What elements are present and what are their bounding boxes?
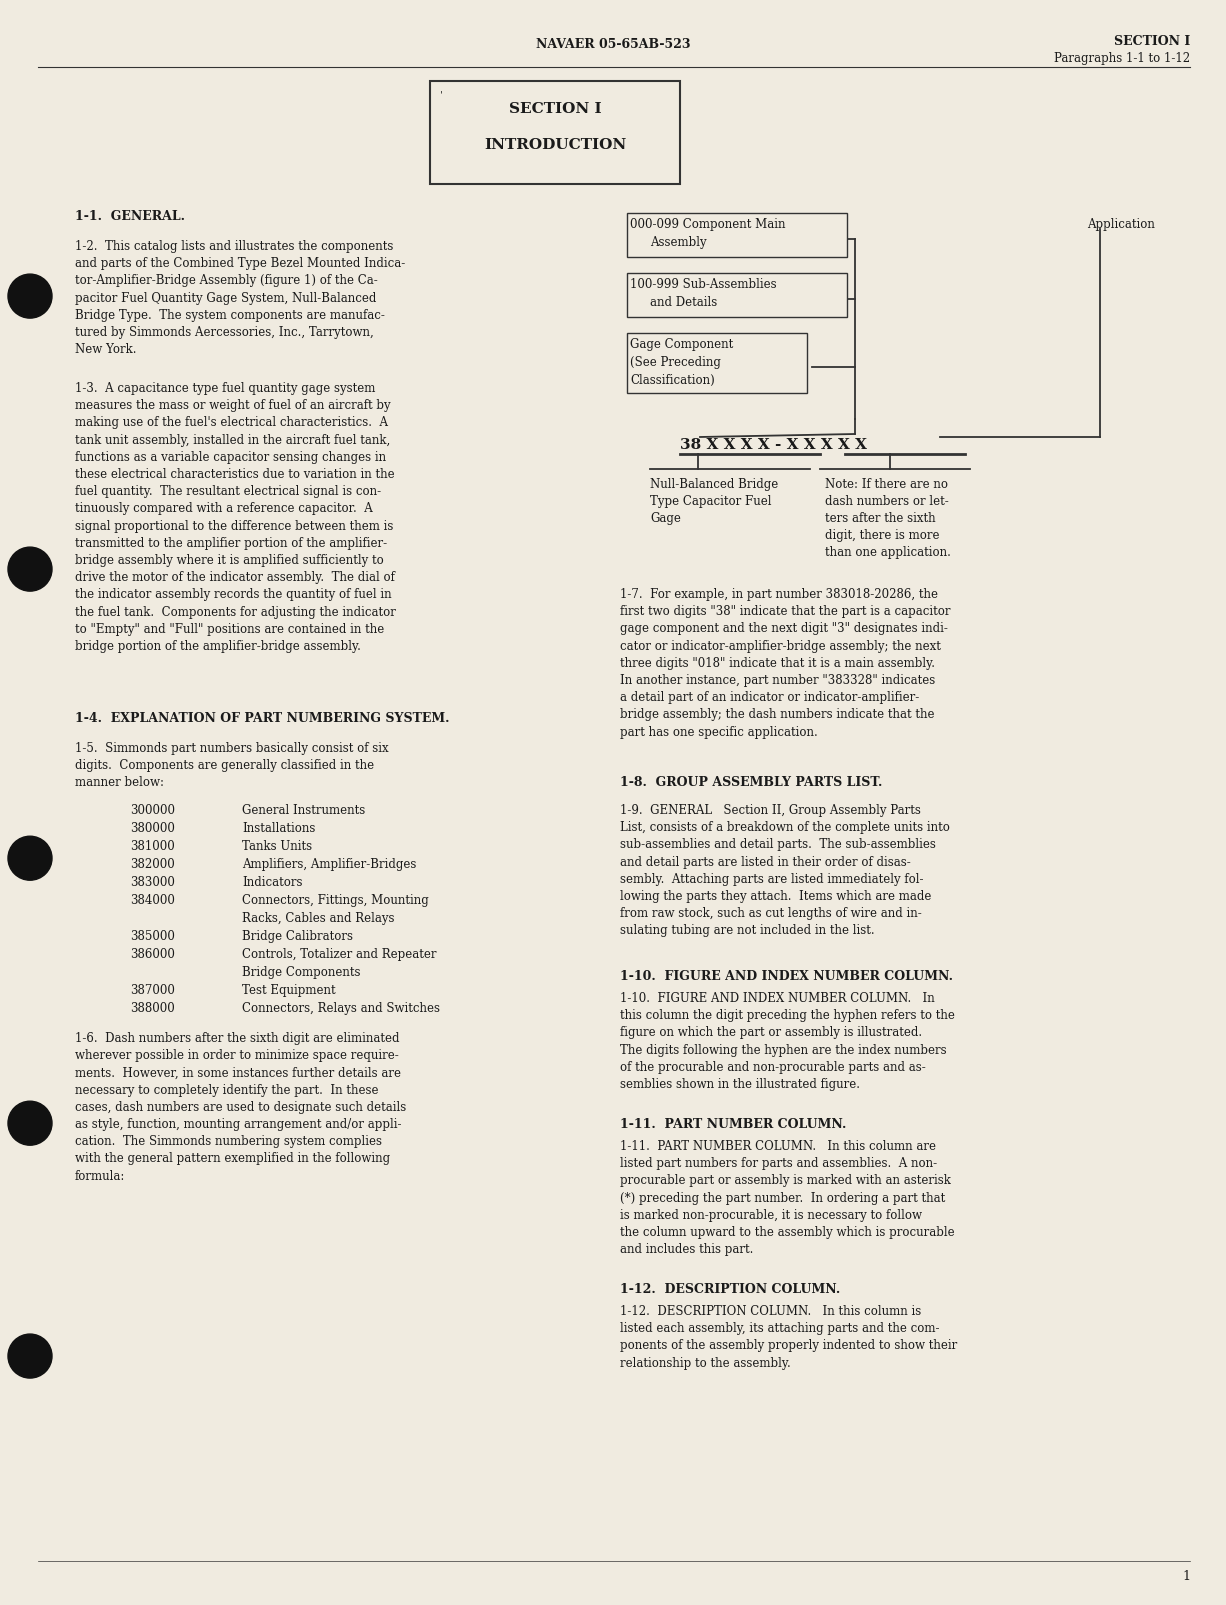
Text: 1-4.  EXPLANATION OF PART NUMBERING SYSTEM.: 1-4. EXPLANATION OF PART NUMBERING SYSTE…: [75, 711, 450, 724]
Circle shape: [9, 547, 51, 592]
Circle shape: [9, 1101, 51, 1146]
Text: 382000: 382000: [130, 857, 175, 870]
Text: 1-7.  For example, in part number 383018-20286, the
first two digits "38" indica: 1-7. For example, in part number 383018-…: [620, 587, 950, 738]
Text: SECTION I: SECTION I: [509, 103, 601, 116]
Text: 1-12.  DESCRIPTION COLUMN.   In this column is
listed each assembly, its attachi: 1-12. DESCRIPTION COLUMN. In this column…: [620, 1305, 958, 1369]
Text: General Instruments: General Instruments: [242, 804, 365, 817]
Text: Null-Balanced Bridge
Type Capacitor Fuel
Gage: Null-Balanced Bridge Type Capacitor Fuel…: [650, 478, 779, 525]
Text: 300000: 300000: [130, 804, 175, 817]
Text: 1-10.  FIGURE AND INDEX NUMBER COLUMN.   In
this column the digit preceding the : 1-10. FIGURE AND INDEX NUMBER COLUMN. In…: [620, 992, 955, 1090]
Bar: [626, 213, 847, 258]
Text: (See Preceding: (See Preceding: [630, 356, 721, 369]
Text: 386000: 386000: [130, 947, 175, 960]
Text: 1-12.  DESCRIPTION COLUMN.: 1-12. DESCRIPTION COLUMN.: [620, 1282, 840, 1295]
Text: Classification): Classification): [630, 374, 715, 387]
Text: 388000: 388000: [130, 1002, 175, 1014]
Text: Tanks Units: Tanks Units: [242, 839, 313, 852]
Text: Application: Application: [1087, 218, 1155, 231]
Text: 384000: 384000: [130, 894, 175, 907]
Text: 1-11.  PART NUMBER COLUMN.: 1-11. PART NUMBER COLUMN.: [620, 1117, 846, 1130]
Text: 000-099 Component Main: 000-099 Component Main: [630, 218, 786, 231]
Text: Connectors, Relays and Switches: Connectors, Relays and Switches: [242, 1002, 440, 1014]
Text: Controls, Totalizer and Repeater: Controls, Totalizer and Repeater: [242, 947, 436, 960]
Text: 100-999 Sub-Assemblies: 100-999 Sub-Assemblies: [630, 278, 776, 291]
Text: Gage Component: Gage Component: [630, 337, 733, 351]
Text: 38 X X X X - X X X X X: 38 X X X X - X X X X X: [680, 438, 867, 451]
Text: Amplifiers, Amplifier-Bridges: Amplifiers, Amplifier-Bridges: [242, 857, 417, 870]
Text: Indicators: Indicators: [242, 875, 303, 889]
Text: ': ': [440, 90, 443, 100]
Text: 1-3.  A capacitance type fuel quantity gage system
measures the mass or weight o: 1-3. A capacitance type fuel quantity ga…: [75, 382, 396, 653]
Text: 1-8.  GROUP ASSEMBLY PARTS LIST.: 1-8. GROUP ASSEMBLY PARTS LIST.: [620, 775, 883, 788]
Text: Installations: Installations: [242, 822, 315, 835]
Bar: [626, 334, 807, 393]
Text: 380000: 380000: [130, 822, 175, 835]
Text: 383000: 383000: [130, 875, 175, 889]
Text: 381000: 381000: [130, 839, 175, 852]
Text: and Details: and Details: [650, 295, 717, 308]
Text: 387000: 387000: [130, 984, 175, 997]
Text: SECTION I: SECTION I: [1113, 35, 1190, 48]
Text: 1-1.  GENERAL.: 1-1. GENERAL.: [75, 210, 185, 223]
Circle shape: [9, 836, 51, 881]
Bar: [626, 274, 847, 318]
Text: Assembly: Assembly: [650, 236, 706, 249]
Text: Connectors, Fittings, Mounting: Connectors, Fittings, Mounting: [242, 894, 429, 907]
Text: 1-11.  PART NUMBER COLUMN.   In this column are
listed part numbers for parts an: 1-11. PART NUMBER COLUMN. In this column…: [620, 1140, 955, 1255]
Circle shape: [9, 274, 51, 319]
Bar: [430, 82, 680, 185]
Text: 385000: 385000: [130, 929, 175, 942]
Text: 1-9.  GENERAL   Section II, Group Assembly Parts
List, consists of a breakdown o: 1-9. GENERAL Section II, Group Assembly …: [620, 804, 950, 937]
Text: 1-6.  Dash numbers after the sixth digit are eliminated
wherever possible in ord: 1-6. Dash numbers after the sixth digit …: [75, 1032, 406, 1181]
Text: Bridge Calibrators: Bridge Calibrators: [242, 929, 353, 942]
Text: Note: If there are no
dash numbers or let-
ters after the sixth
digit, there is : Note: If there are no dash numbers or le…: [825, 478, 951, 559]
Text: INTRODUCTION: INTRODUCTION: [484, 138, 626, 152]
Text: Paragraphs 1-1 to 1-12: Paragraphs 1-1 to 1-12: [1054, 51, 1190, 64]
Circle shape: [9, 1334, 51, 1379]
Text: Bridge Components: Bridge Components: [242, 965, 360, 979]
Text: 1-10.  FIGURE AND INDEX NUMBER COLUMN.: 1-10. FIGURE AND INDEX NUMBER COLUMN.: [620, 969, 953, 982]
Text: Racks, Cables and Relays: Racks, Cables and Relays: [242, 912, 395, 924]
Text: 1-5.  Simmonds part numbers basically consist of six
digits.  Components are gen: 1-5. Simmonds part numbers basically con…: [75, 742, 389, 790]
Text: Test Equipment: Test Equipment: [242, 984, 336, 997]
Text: 1: 1: [1182, 1570, 1190, 1583]
Text: 1-2.  This catalog lists and illustrates the components
and parts of the Combine: 1-2. This catalog lists and illustrates …: [75, 239, 406, 356]
Text: NAVAER 05-65AB-523: NAVAER 05-65AB-523: [536, 39, 690, 51]
